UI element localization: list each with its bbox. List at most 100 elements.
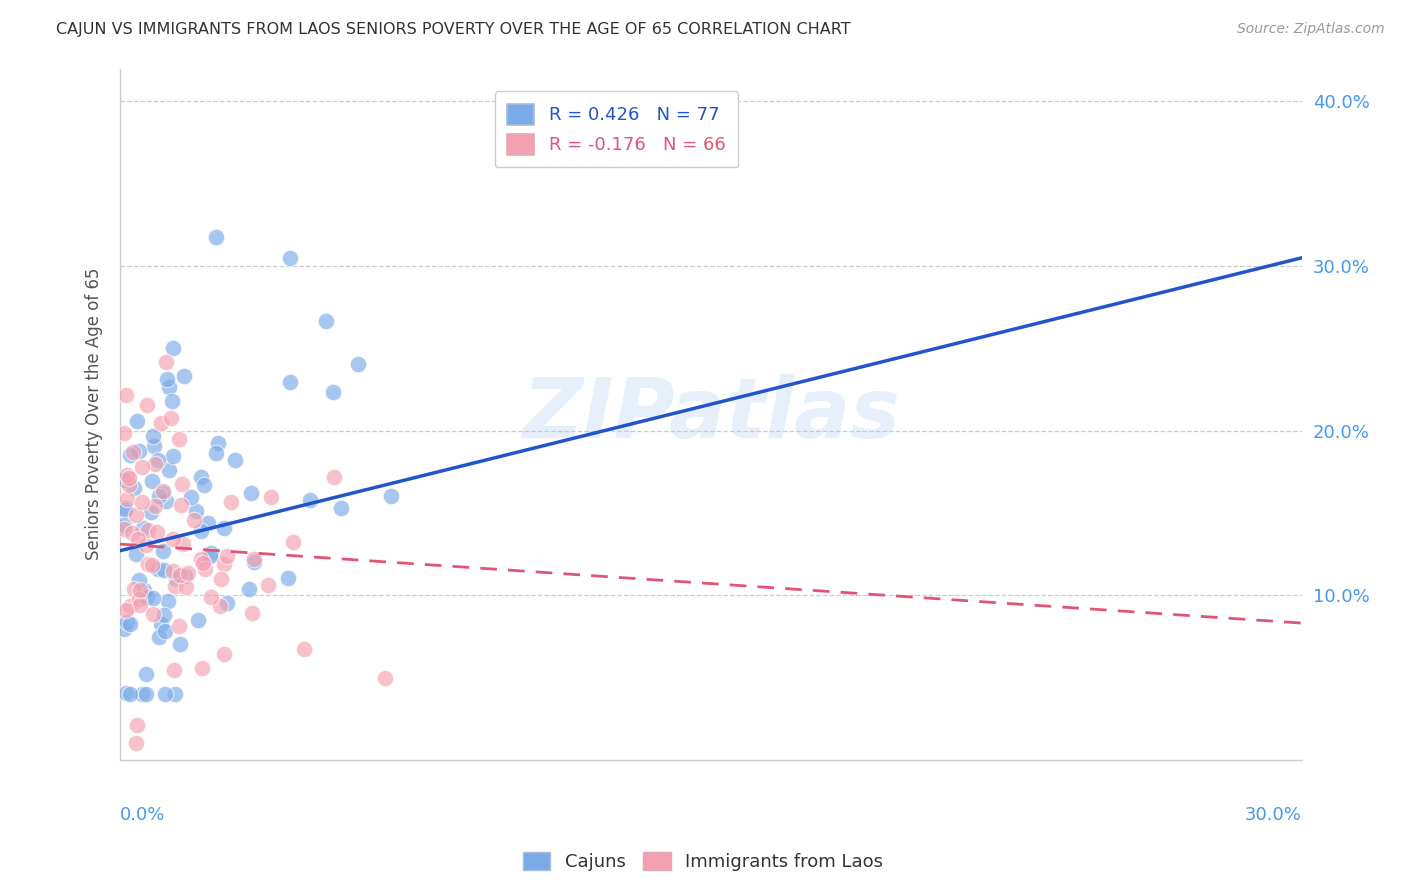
Point: [242, 551, 264, 566]
Text: ZIPatlas: ZIPatlas: [522, 374, 900, 455]
Point: [152, 486, 174, 500]
Point: [143, 499, 166, 513]
Point: [114, 500, 136, 515]
Point: [114, 686, 136, 700]
Point: [197, 516, 219, 531]
Point: [124, 508, 146, 522]
Point: [148, 489, 170, 503]
Point: [170, 477, 193, 491]
Point: [280, 376, 302, 390]
Point: [169, 637, 191, 651]
Point: [142, 428, 165, 442]
Point: [122, 582, 145, 596]
Point: [346, 357, 368, 371]
Point: [160, 410, 183, 425]
Point: [118, 471, 141, 485]
Point: [125, 547, 148, 561]
Point: [114, 387, 136, 401]
Point: [139, 505, 162, 519]
Point: [132, 521, 155, 535]
Point: [292, 642, 315, 657]
Point: [329, 501, 352, 516]
Point: [120, 599, 142, 613]
Point: [135, 590, 157, 604]
Point: [209, 573, 232, 587]
Point: [128, 443, 150, 458]
Point: [120, 687, 142, 701]
Point: [169, 568, 191, 582]
Point: [118, 617, 141, 632]
Point: [112, 518, 135, 533]
Point: [150, 417, 173, 431]
Point: [142, 607, 165, 621]
Point: [167, 619, 190, 633]
Point: [323, 469, 346, 483]
Point: [180, 490, 202, 504]
Point: [162, 663, 184, 677]
Point: [194, 562, 217, 576]
Point: [198, 549, 221, 563]
Point: [122, 482, 145, 496]
Point: [114, 503, 136, 517]
Point: [118, 477, 141, 491]
Point: [120, 448, 142, 462]
Point: [215, 549, 238, 564]
Point: [145, 525, 167, 540]
Point: [132, 583, 155, 598]
Point: [131, 687, 153, 701]
Point: [190, 551, 212, 566]
Point: [135, 666, 157, 681]
Point: [207, 436, 229, 450]
Point: [172, 536, 194, 550]
Point: [149, 617, 172, 632]
Point: [257, 578, 280, 592]
Point: [136, 398, 159, 412]
Point: [281, 535, 304, 549]
Point: [128, 592, 150, 607]
Point: [190, 524, 212, 539]
Point: [219, 495, 242, 509]
Point: [238, 582, 260, 596]
Text: CAJUN VS IMMIGRANTS FROM LAOS SENIORS POVERTY OVER THE AGE OF 65 CORRELATION CHA: CAJUN VS IMMIGRANTS FROM LAOS SENIORS PO…: [56, 22, 851, 37]
Point: [217, 596, 239, 610]
Point: [152, 483, 174, 498]
Point: [212, 647, 235, 661]
Point: [156, 594, 179, 608]
Point: [127, 532, 149, 546]
Point: [200, 590, 222, 604]
Point: [167, 432, 190, 446]
Point: [212, 520, 235, 534]
Point: [155, 624, 177, 638]
Point: [129, 598, 152, 612]
Legend: R = 0.426   N = 77, R = -0.176   N = 66: R = 0.426 N = 77, R = -0.176 N = 66: [495, 91, 738, 168]
Point: [141, 474, 163, 488]
Point: [125, 413, 148, 427]
Point: [115, 491, 138, 506]
Point: [145, 458, 167, 472]
Point: [260, 490, 283, 504]
Point: [148, 631, 170, 645]
Point: [153, 563, 176, 577]
Point: [239, 485, 262, 500]
Point: [162, 449, 184, 463]
Point: [212, 557, 235, 571]
Text: Source: ZipAtlas.com: Source: ZipAtlas.com: [1237, 22, 1385, 37]
Text: 0.0%: 0.0%: [120, 805, 166, 824]
Legend: Cajuns, Immigrants from Laos: Cajuns, Immigrants from Laos: [516, 845, 890, 879]
Point: [315, 313, 337, 327]
Point: [184, 504, 207, 518]
Point: [162, 565, 184, 579]
Point: [209, 599, 232, 613]
Point: [146, 562, 169, 576]
Point: [135, 687, 157, 701]
Point: [146, 453, 169, 467]
Point: [157, 462, 180, 476]
Point: [141, 558, 163, 572]
Point: [152, 544, 174, 558]
Point: [240, 607, 263, 621]
Point: [162, 394, 184, 409]
Point: [165, 572, 187, 586]
Point: [193, 478, 215, 492]
Point: [163, 687, 186, 701]
Point: [112, 473, 135, 487]
